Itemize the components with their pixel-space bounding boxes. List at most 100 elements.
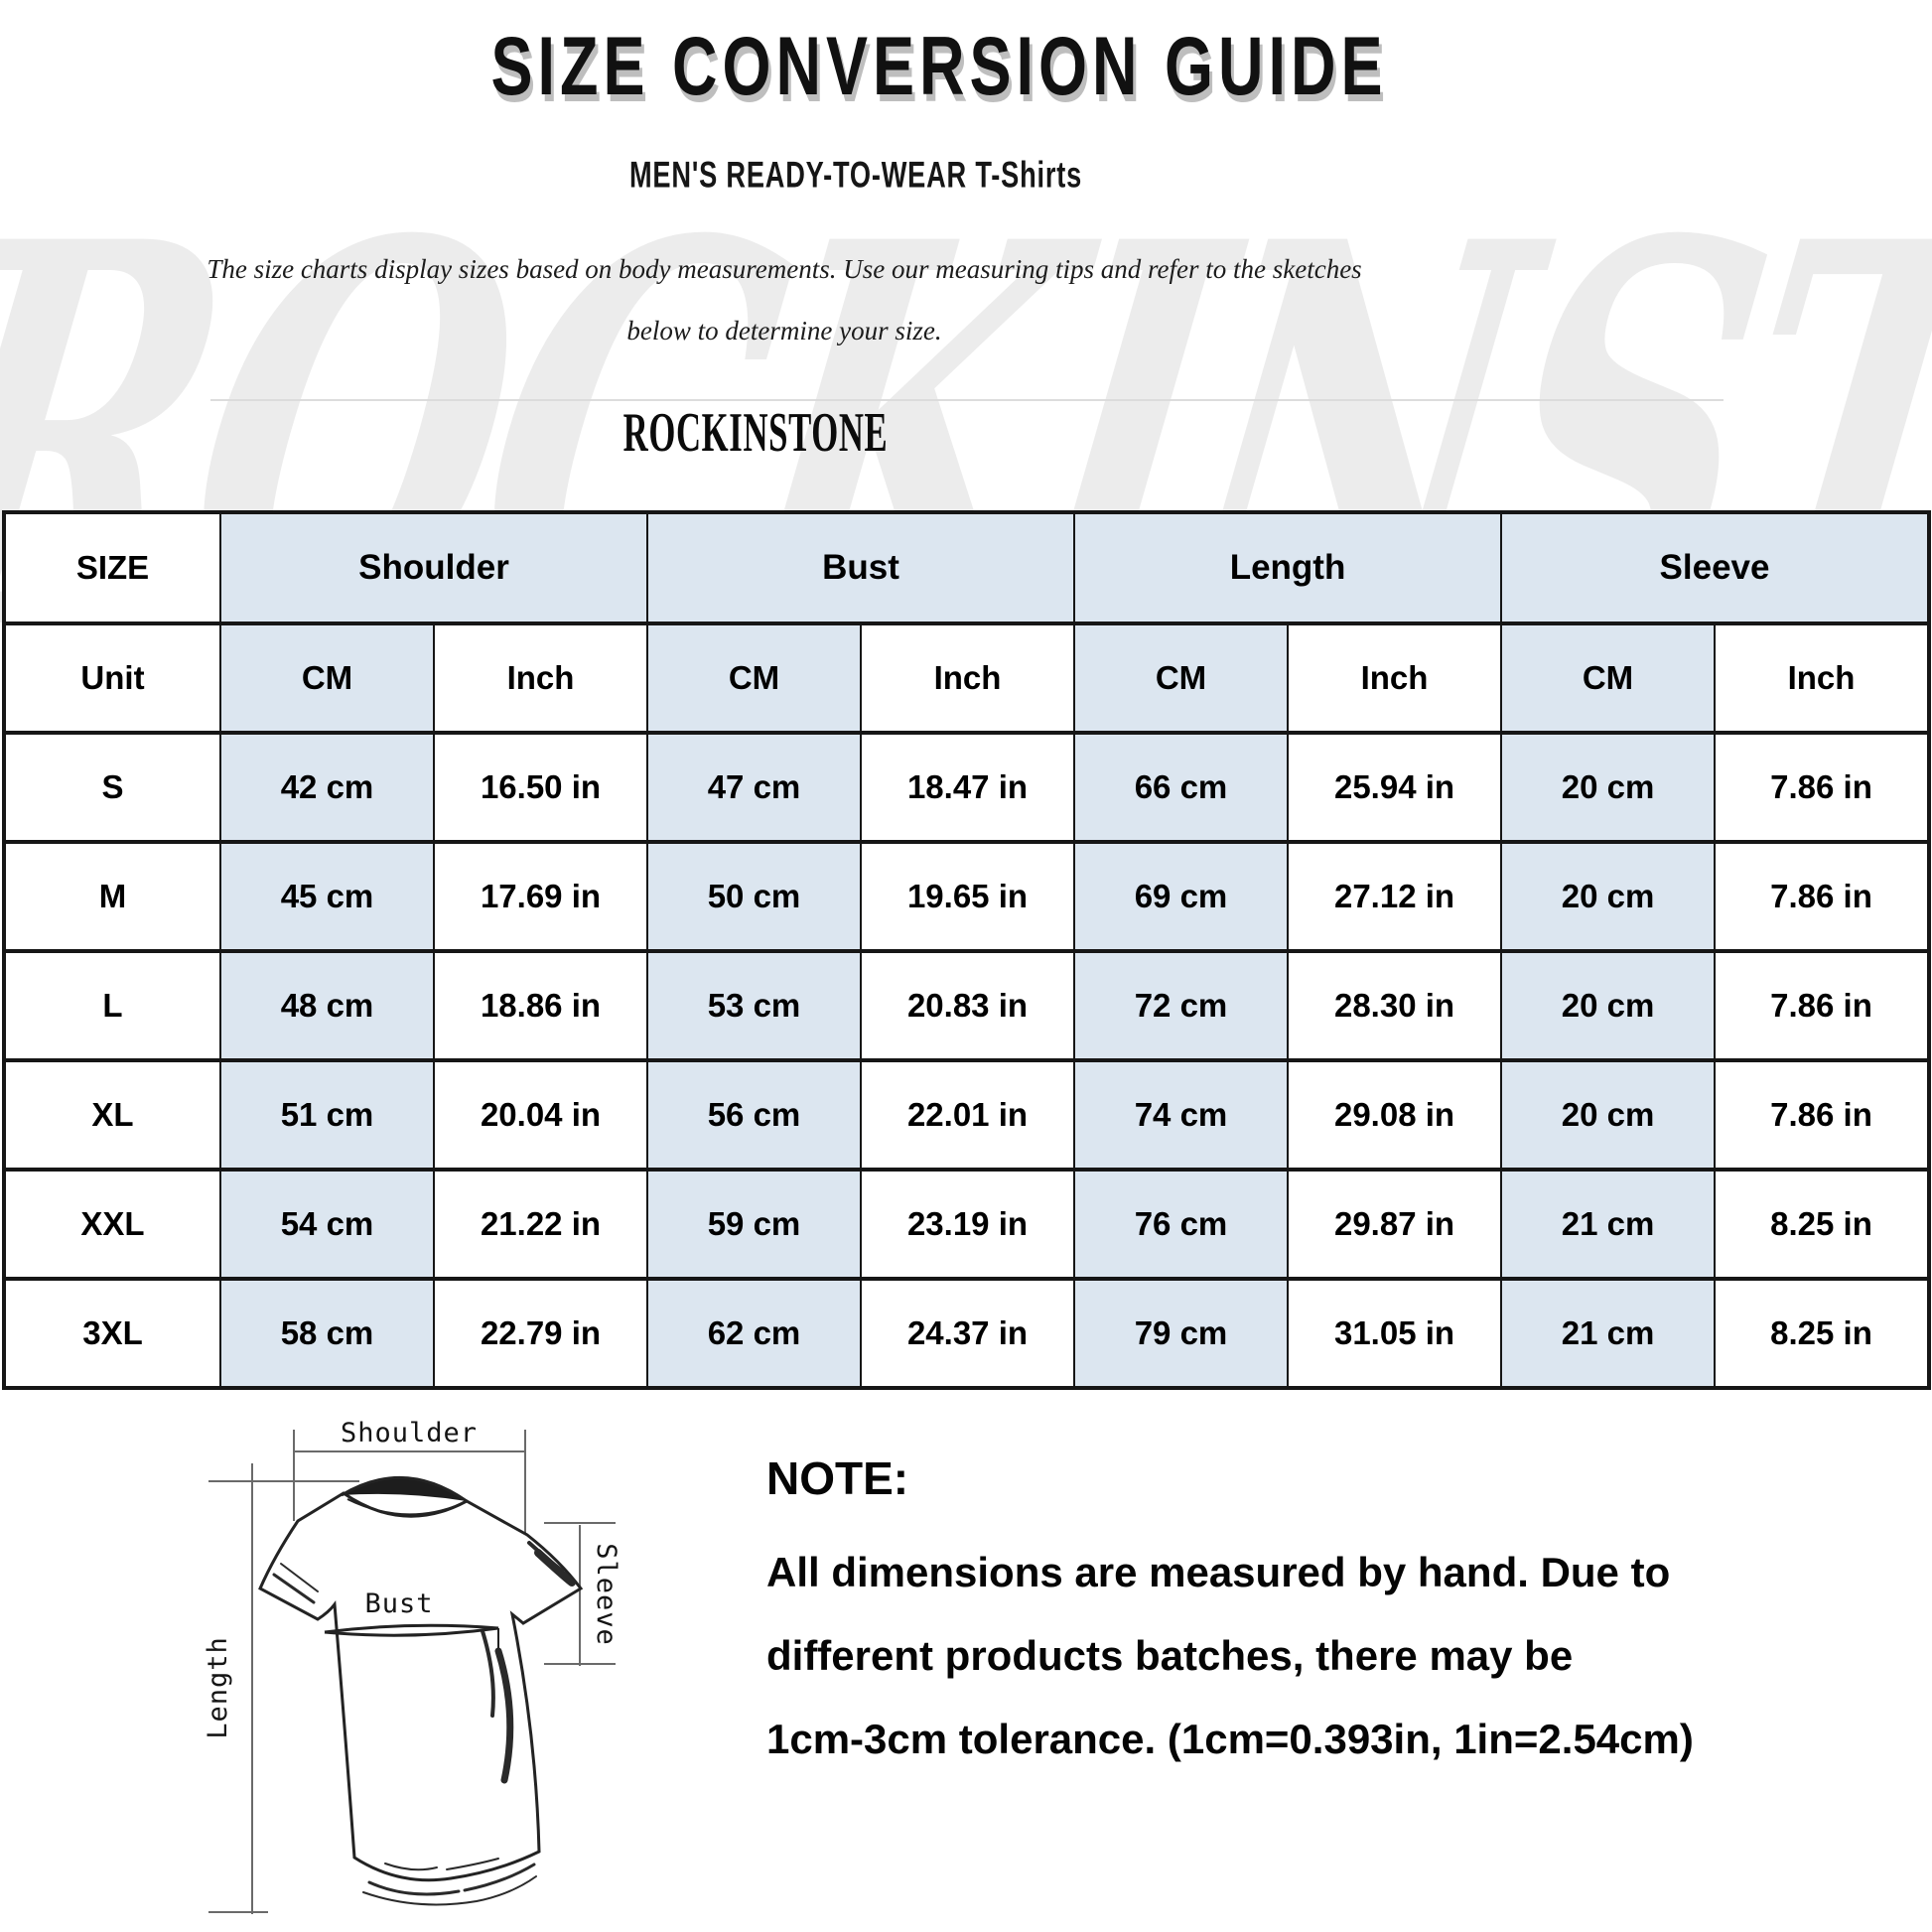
sketch-shading <box>272 1541 576 1906</box>
brand-name: ROCKINSTONE <box>622 402 889 464</box>
table-unit-row: Unit CM Inch CM Inch CM Inch CM Inch <box>3 621 1931 735</box>
table-cell: 42 cm <box>219 731 435 844</box>
row-size-label: 3XL <box>3 1277 221 1390</box>
unit-cell: Inch <box>1714 621 1931 735</box>
table-cell: 29.87 in <box>1286 1168 1503 1281</box>
table-cell: 45 cm <box>219 840 435 953</box>
subtitle: MEN'S READY-TO-WEAR T-Shirts <box>628 155 1083 197</box>
row-size-label: XL <box>3 1058 221 1172</box>
table-cell: 72 cm <box>1073 949 1289 1062</box>
table-cell: 58 cm <box>219 1277 435 1390</box>
bust-label: Bust <box>364 1588 433 1619</box>
shoulder-label: Shoulder <box>341 1418 478 1449</box>
table-cell: 47 cm <box>646 731 862 844</box>
row-size-label: S <box>3 731 221 844</box>
table-cell: 20 cm <box>1500 731 1717 844</box>
table-cell: 48 cm <box>219 949 435 1062</box>
table-cell: 17.69 in <box>433 840 648 953</box>
table-cell: 20 cm <box>1500 1058 1717 1172</box>
table-row: L 48 cm 18.86 in 53 cm 20.83 in 72 cm 28… <box>3 949 1931 1062</box>
measurement-lines <box>208 1430 616 1914</box>
note-line: 1cm-3cm tolerance. (1cm=0.393in, 1in=2.5… <box>766 1716 1694 1762</box>
table-cell: 20.04 in <box>433 1058 648 1172</box>
table-row: XL 51 cm 20.04 in 56 cm 22.01 in 74 cm 2… <box>3 1058 1931 1172</box>
note-line: All dimensions are measured by hand. Due… <box>766 1549 1671 1595</box>
table-cell: 62 cm <box>646 1277 862 1390</box>
unit-cell: CM <box>219 621 435 735</box>
table-cell: 21 cm <box>1500 1168 1717 1281</box>
row-size-label: M <box>3 840 221 953</box>
note-heading: NOTE: <box>766 1452 909 1504</box>
table-header-row: SIZE Shoulder Bust Length Sleeve <box>3 510 1931 625</box>
group-header-bust: Bust <box>646 510 1075 625</box>
table-cell: 56 cm <box>646 1058 862 1172</box>
table-cell: 7.86 in <box>1714 731 1931 844</box>
unit-cell: Inch <box>860 621 1075 735</box>
collar-band <box>342 1477 467 1501</box>
table-row: 3XL 58 cm 22.79 in 62 cm 24.37 in 79 cm … <box>3 1277 1931 1390</box>
table-cell: 22.01 in <box>860 1058 1075 1172</box>
size-header-cell: SIZE <box>3 510 221 625</box>
table-row: XXL 54 cm 21.22 in 59 cm 23.19 in 76 cm … <box>3 1168 1931 1281</box>
unit-cell: Inch <box>433 621 648 735</box>
group-header-length: Length <box>1072 510 1503 625</box>
table-cell: 20 cm <box>1500 840 1717 953</box>
table-cell: 20.83 in <box>860 949 1075 1062</box>
table-cell: 25.94 in <box>1286 731 1503 844</box>
description-line-1: The size charts display sizes based on b… <box>207 254 1362 284</box>
note-block: NOTE: All dimensions are measured by han… <box>766 1451 1908 1781</box>
page-title: SIZE CONVERSION GUIDE <box>490 21 1388 113</box>
collar-rim <box>341 1476 468 1503</box>
unit-cell: CM <box>1073 621 1289 735</box>
tshirt-diagram: Shoulder Bust Length Sleeve <box>203 1418 621 1914</box>
description-line-2: below to determine your size. <box>626 316 942 345</box>
unit-label-cell: Unit <box>3 621 221 735</box>
table-row: M 45 cm 17.69 in 50 cm 19.65 in 69 cm 27… <box>3 840 1931 953</box>
divider-line <box>210 399 1724 401</box>
table-cell: 28.30 in <box>1286 949 1503 1062</box>
table-cell: 7.86 in <box>1714 840 1931 953</box>
collar-inner-line <box>346 1498 462 1516</box>
table-cell: 21.22 in <box>433 1168 648 1281</box>
table-cell: 22.79 in <box>433 1277 648 1390</box>
table-cell: 59 cm <box>646 1168 862 1281</box>
table-cell: 8.25 in <box>1714 1168 1931 1281</box>
table-cell: 16.50 in <box>433 731 648 844</box>
table-cell: 20 cm <box>1500 949 1717 1062</box>
table-cell: 69 cm <box>1073 840 1289 953</box>
table-cell: 76 cm <box>1073 1168 1289 1281</box>
table-cell: 51 cm <box>219 1058 435 1172</box>
table-cell: 27.12 in <box>1286 840 1503 953</box>
size-table: SIZE Shoulder Bust Length Sleeve Unit CM… <box>2 510 1932 1390</box>
table-cell: 54 cm <box>219 1168 435 1281</box>
bust-line <box>324 1623 499 1648</box>
table-cell: 19.65 in <box>860 840 1075 953</box>
unit-cell: CM <box>646 621 862 735</box>
table-cell: 18.47 in <box>860 731 1075 844</box>
note-line: different products batches, there may be <box>766 1632 1574 1679</box>
table-cell: 18.86 in <box>433 949 648 1062</box>
table-cell: 50 cm <box>646 840 862 953</box>
table-cell: 7.86 in <box>1714 1058 1931 1172</box>
table-cell: 7.86 in <box>1714 949 1931 1062</box>
unit-cell: CM <box>1500 621 1717 735</box>
group-header-sleeve: Sleeve <box>1500 510 1931 625</box>
row-size-label: L <box>3 949 221 1062</box>
table-row: S 42 cm 16.50 in 47 cm 18.47 in 66 cm 25… <box>3 731 1931 844</box>
table-cell: 24.37 in <box>860 1277 1075 1390</box>
table-cell: 66 cm <box>1073 731 1289 844</box>
table-cell: 29.08 in <box>1286 1058 1503 1172</box>
sleeve-label: Sleeve <box>591 1543 621 1646</box>
row-size-label: XXL <box>3 1168 221 1281</box>
unit-cell: Inch <box>1286 621 1503 735</box>
table-cell: 8.25 in <box>1714 1277 1931 1390</box>
table-cell: 21 cm <box>1500 1277 1717 1390</box>
table-cell: 79 cm <box>1073 1277 1289 1390</box>
table-cell: 74 cm <box>1073 1058 1289 1172</box>
table-cell: 31.05 in <box>1286 1277 1503 1390</box>
length-label: Length <box>203 1636 233 1739</box>
tshirt-outline <box>258 1491 584 1882</box>
table-cell: 23.19 in <box>860 1168 1075 1281</box>
group-header-shoulder: Shoulder <box>219 510 648 625</box>
